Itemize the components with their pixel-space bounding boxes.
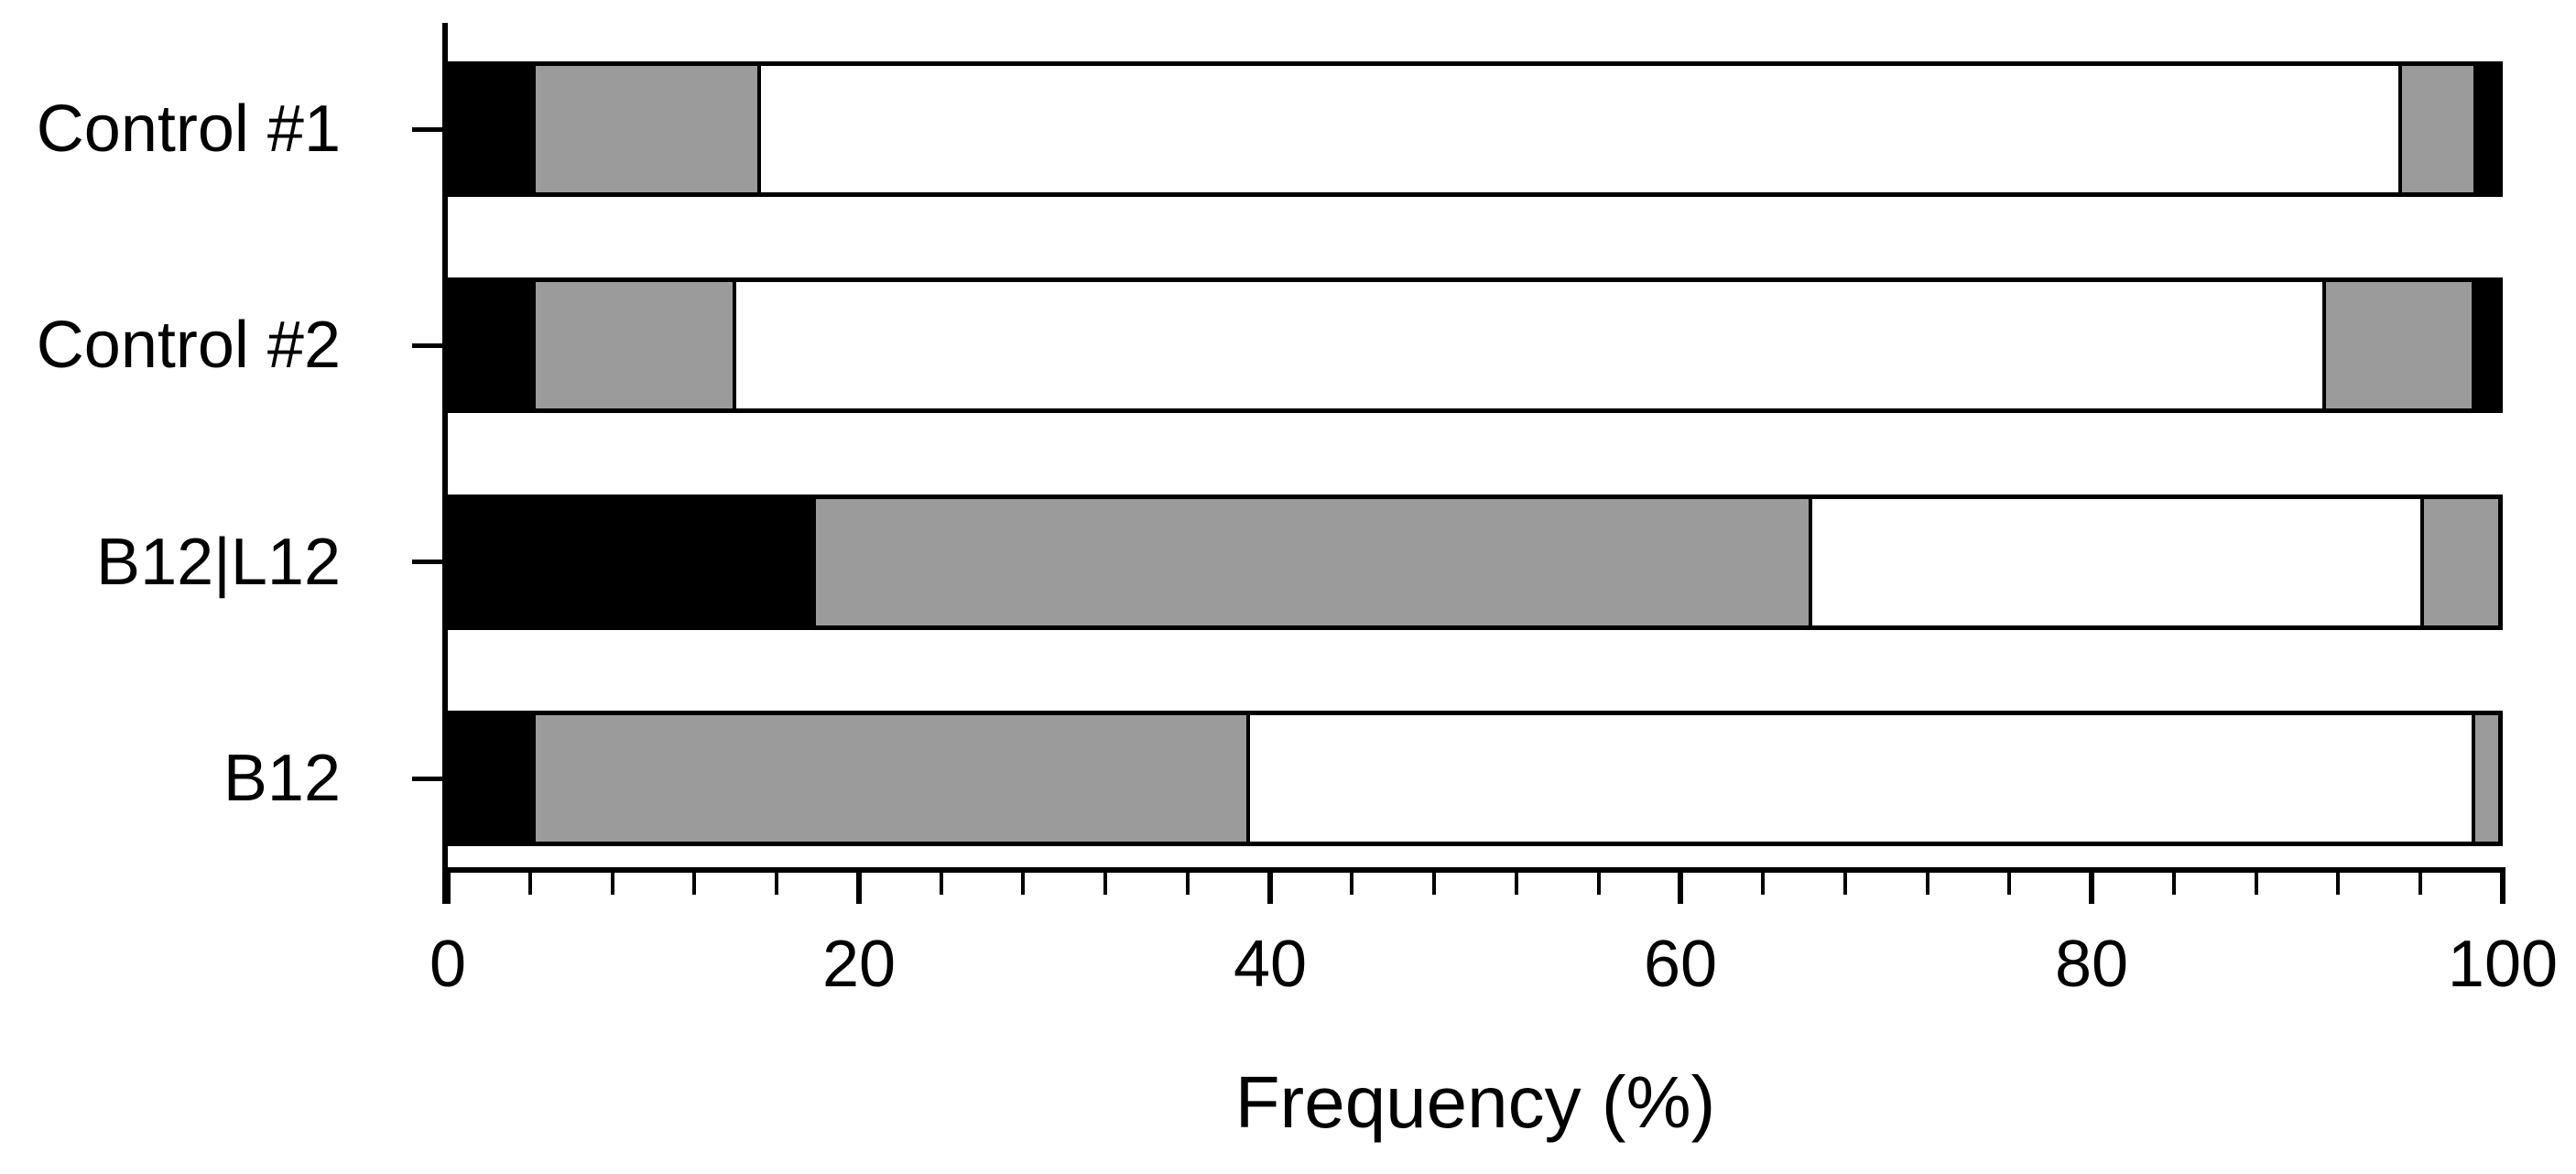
x-tick-label: 20 (821, 928, 897, 1001)
category-label: Control #2 (36, 309, 341, 382)
bar-row-3 (448, 495, 2503, 630)
x-minor-tick (692, 873, 696, 895)
x-major-tick (445, 873, 451, 904)
x-minor-tick (1432, 873, 1436, 895)
x-minor-tick (940, 873, 943, 895)
bar-row-1 (448, 61, 2503, 197)
bar-row-2 (448, 277, 2503, 413)
x-minor-tick (1350, 873, 1353, 895)
bar-segment-black-right (2471, 282, 2498, 408)
bar-segment-gray-right (2321, 282, 2472, 408)
bar-segment-gray-left (532, 66, 757, 192)
bar-segment-black-left (452, 66, 533, 192)
category-label: Control #1 (36, 92, 341, 166)
bar-segment-white-mid (1245, 715, 2472, 842)
bar-segment-gray-left (812, 499, 1810, 625)
category-label: B12 (223, 742, 341, 815)
x-minor-tick (1597, 873, 1601, 895)
x-tick-label: 60 (1643, 928, 1718, 1001)
x-minor-tick (2418, 873, 2422, 895)
x-minor-tick (1926, 873, 1929, 895)
x-major-tick (2089, 873, 2094, 904)
bar-segment-gray-right (2471, 715, 2498, 842)
category-tick (412, 777, 448, 781)
x-minor-tick (2255, 873, 2258, 895)
x-minor-tick (611, 873, 614, 895)
x-major-tick (1678, 873, 1683, 904)
x-major-tick (2500, 873, 2505, 904)
x-minor-tick (775, 873, 778, 895)
x-minor-tick (2336, 873, 2340, 895)
x-tick-label: 0 (429, 928, 467, 1001)
x-major-tick (1267, 873, 1273, 904)
bar-row-4 (448, 711, 2503, 846)
x-minor-tick (2172, 873, 2176, 895)
x-tick-label: 100 (2447, 928, 2559, 1001)
x-tick-label: 40 (1233, 928, 1308, 1001)
bar-segment-gray-left (532, 715, 1246, 842)
x-minor-tick (1843, 873, 1847, 895)
bar-segment-white-mid (756, 66, 2398, 192)
y-axis-line (442, 23, 448, 904)
x-minor-tick (1021, 873, 1025, 895)
x-axis-title: Frequency (%) (1234, 1061, 1716, 1143)
bar-segment-gray-left (532, 282, 734, 408)
x-minor-tick (1761, 873, 1765, 895)
x-tick-label: 80 (2054, 928, 2129, 1001)
category-label: B12|L12 (96, 526, 341, 599)
x-minor-tick (528, 873, 532, 895)
x-minor-tick (1103, 873, 1107, 895)
category-tick (412, 127, 448, 132)
bar-segment-gray-right (2397, 66, 2474, 192)
bar-segment-black-right (2473, 66, 2498, 192)
bar-segment-white-mid (1809, 499, 2421, 625)
bar-segment-white-mid (733, 282, 2322, 408)
category-tick (412, 560, 448, 564)
x-axis-line (442, 867, 2505, 873)
bar-segment-black-left (452, 499, 813, 625)
category-tick (412, 343, 448, 348)
x-minor-tick (1515, 873, 1518, 895)
bar-segment-gray-right (2420, 499, 2498, 625)
bar-segment-black-left (452, 715, 533, 842)
x-minor-tick (2007, 873, 2011, 895)
bar-segment-black-left (452, 282, 533, 408)
x-major-tick (856, 873, 862, 904)
x-minor-tick (1186, 873, 1190, 895)
